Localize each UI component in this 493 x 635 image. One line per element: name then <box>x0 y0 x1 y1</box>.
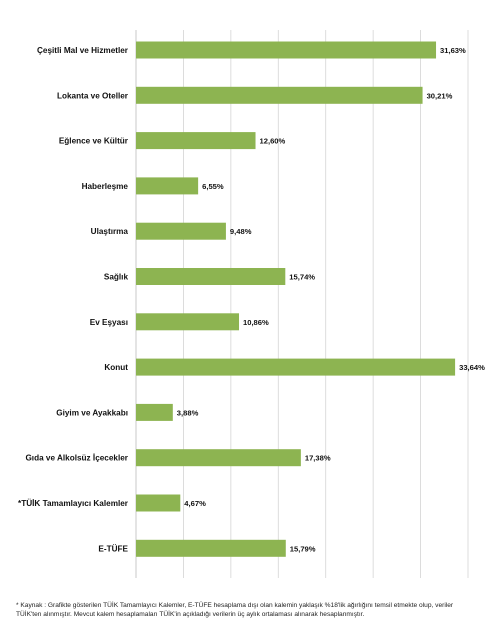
chart-bars <box>136 41 456 557</box>
chart-category-labels: Çeşitli Mal ve Hizmetler Lokanta ve Otell… <box>18 46 129 553</box>
bar <box>136 41 437 59</box>
value-label: 30,21% <box>427 91 453 100</box>
category-label: Ulaştırma <box>91 227 129 236</box>
bar <box>136 313 240 331</box>
bar <box>136 86 423 104</box>
value-label: 17,38% <box>305 454 331 463</box>
bar <box>136 358 456 376</box>
category-label: *TÜİK Tamamlayıcı Kalemler <box>18 498 129 508</box>
value-label: 10,86% <box>243 318 269 327</box>
value-label: 15,74% <box>289 273 315 282</box>
bar-chart: Çeşitli Mal ve Hizmetler Lokanta ve Otell… <box>18 30 485 578</box>
category-label: Gıda ve Alkolsüz İçecekler <box>25 453 128 463</box>
category-label: Haberleşme <box>82 182 129 191</box>
chart-value-labels: 31,63% 30,21% 12,60% 6,55% 9,48% 15,74% 10,86%… <box>177 46 485 553</box>
category-label: Çeşitli Mal ve Hizmetler <box>37 46 129 55</box>
bar <box>136 449 301 467</box>
value-label: 12,60% <box>260 137 286 146</box>
bar <box>136 403 173 421</box>
category-label: E-TÜFE <box>98 543 128 553</box>
value-label: 9,48% <box>230 227 252 236</box>
bar <box>136 132 256 150</box>
value-label: 33,64% <box>459 363 485 372</box>
bar <box>136 539 286 557</box>
category-label: Giyim ve Ayakkabı <box>56 408 128 417</box>
chart-gridlines <box>135 30 469 578</box>
value-label: 3,88% <box>177 408 199 417</box>
value-label: 31,63% <box>440 46 466 55</box>
value-label: 4,67% <box>184 499 206 508</box>
bar <box>136 268 286 285</box>
chart-footnote: * Kaynak : Grafikte gösterilen TÜİK Tama… <box>16 602 454 619</box>
category-label: Lokanta ve Oteller <box>57 91 129 100</box>
category-label: Eğlence ve Kültür <box>59 137 129 146</box>
category-label: Sağlık <box>104 273 129 282</box>
value-label: 6,55% <box>202 182 224 191</box>
category-label: Konut <box>104 363 128 372</box>
category-label: Ev Eşyası <box>90 318 128 327</box>
bar <box>136 177 199 195</box>
bar <box>136 222 226 240</box>
value-label: 15,79% <box>290 544 316 553</box>
bar <box>136 494 181 512</box>
